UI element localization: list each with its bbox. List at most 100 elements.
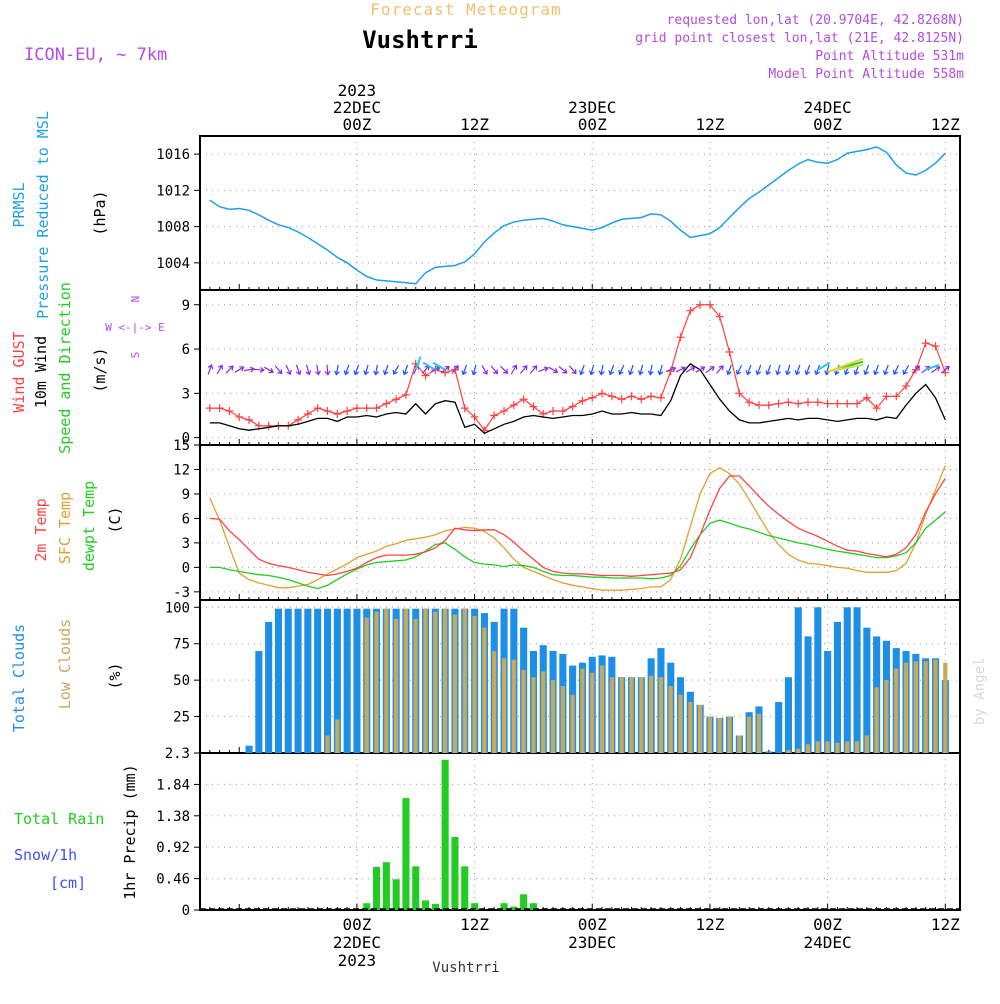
gust-marker bbox=[509, 401, 518, 410]
y-tick-label: 50 bbox=[173, 673, 190, 689]
gust-marker bbox=[676, 333, 685, 342]
total-cloud-bar bbox=[255, 651, 263, 753]
wind-direction-arrow bbox=[315, 364, 321, 376]
wind-direction-arrow bbox=[402, 364, 409, 376]
gust-marker bbox=[323, 407, 332, 416]
top-time-label: 12Z bbox=[695, 115, 724, 134]
total-rain-label: Total Rain bbox=[14, 810, 104, 828]
panel-pressure: 1004 1008 1012 1016 bbox=[156, 135, 961, 291]
low-cloud-bar bbox=[403, 608, 408, 753]
y-tick-label: 75 bbox=[173, 637, 190, 653]
gust-marker bbox=[656, 393, 665, 402]
low-cloud-bar bbox=[737, 735, 742, 753]
low-cloud-bar bbox=[884, 680, 889, 753]
low-cloud-bar bbox=[707, 716, 712, 753]
snow-unit: [cm] bbox=[50, 874, 86, 892]
gust-marker bbox=[352, 404, 361, 413]
wind-direction-arrow bbox=[490, 365, 499, 375]
bottom-time-label: 2023 bbox=[338, 951, 377, 970]
low-cloud-bar bbox=[541, 671, 546, 753]
total-cloud-bar bbox=[294, 608, 302, 753]
y-tick-label: 0 bbox=[182, 431, 190, 447]
rain-bar bbox=[510, 906, 518, 910]
low-cloud-bar bbox=[364, 617, 369, 753]
wind-direction-arrow bbox=[234, 366, 245, 373]
gust-marker bbox=[343, 407, 352, 416]
requested-coords: requested lon,lat (20.9704E, 42.8268N) bbox=[667, 13, 964, 28]
gust-marker bbox=[696, 300, 705, 309]
wind-direction-arrow bbox=[243, 366, 256, 373]
wind-speed-arrow bbox=[414, 356, 422, 371]
clouds-unit: (%) bbox=[106, 662, 124, 689]
rain-bar bbox=[422, 900, 430, 910]
low-cloud-bar bbox=[913, 661, 918, 753]
panel-temperature: -3 0 3 6 9 12 15 bbox=[173, 438, 961, 601]
total-cloud-bar bbox=[775, 702, 783, 753]
wind-direction-arrow bbox=[579, 364, 585, 376]
total-cloud-bar bbox=[843, 607, 851, 753]
wind-direction-arrow bbox=[510, 364, 518, 375]
low-cloud-bar bbox=[756, 713, 761, 753]
gust-marker bbox=[627, 392, 636, 401]
y-tick-label: 9 bbox=[182, 298, 190, 314]
wind-direction-arrow bbox=[873, 364, 879, 376]
low-cloud-bar bbox=[854, 741, 860, 753]
wind-label: 10m Wind bbox=[32, 336, 50, 408]
wind-direction-arrow bbox=[657, 364, 664, 376]
total-cloud-bar bbox=[853, 607, 861, 753]
y-tick-label: 0 bbox=[182, 903, 190, 919]
direction-label: Speed and Direction bbox=[56, 282, 74, 454]
low-cloud-bar bbox=[462, 608, 467, 753]
wind-direction-arrow bbox=[285, 364, 292, 376]
snow-label: Snow/1h bbox=[14, 846, 77, 864]
rain-bar bbox=[441, 759, 449, 910]
wind-direction-arrow bbox=[558, 366, 568, 374]
wind-direction-arrow bbox=[705, 366, 715, 374]
pressure-label-short: PRMSL bbox=[10, 182, 28, 227]
y-tick-label: 0.92 bbox=[156, 840, 190, 856]
low-clouds-label: Low Clouds bbox=[56, 619, 74, 709]
gust-marker bbox=[862, 393, 871, 402]
wind-direction-arrow bbox=[274, 365, 283, 375]
y-tick-label: 6 bbox=[182, 511, 190, 527]
wind-direction-arrow bbox=[804, 364, 811, 376]
wind-direction-arrow bbox=[471, 364, 477, 376]
gust-marker bbox=[774, 399, 783, 408]
panel-frame bbox=[199, 752, 961, 911]
gust-marker bbox=[549, 407, 558, 416]
gust-marker bbox=[519, 395, 528, 404]
low-cloud-bar bbox=[678, 694, 683, 753]
gust-marker bbox=[392, 395, 401, 404]
low-cloud-bar bbox=[698, 704, 703, 753]
wind-direction-arrow bbox=[716, 365, 724, 374]
y-tick-label: 1004 bbox=[156, 256, 190, 272]
wind-direction-arrow bbox=[911, 365, 921, 374]
low-cloud-bar bbox=[580, 668, 585, 753]
wind-direction-arrow bbox=[685, 366, 696, 373]
compass-south: S bbox=[129, 352, 142, 359]
gust-line bbox=[209, 304, 946, 432]
gust-marker bbox=[362, 404, 371, 413]
bottom-time-label: 00Z bbox=[578, 915, 607, 934]
y-tick-label: 6 bbox=[182, 342, 190, 358]
gust-marker bbox=[617, 395, 626, 404]
low-cloud-bar bbox=[874, 687, 879, 753]
low-cloud-bar bbox=[717, 718, 722, 753]
wind-direction-arrow bbox=[892, 364, 899, 376]
wind-direction-arrow bbox=[207, 364, 214, 375]
gust-marker bbox=[500, 407, 508, 416]
gust-marker bbox=[833, 399, 842, 408]
gust-marker bbox=[303, 410, 312, 418]
low-cloud-bar bbox=[619, 677, 624, 753]
rain-bar bbox=[412, 866, 420, 910]
gust-marker bbox=[754, 401, 763, 410]
wind-direction-arrow bbox=[324, 364, 331, 376]
low-cloud-bar bbox=[845, 741, 850, 753]
panel-precip: 0 0.46 0.92 1.38 1.84 2.3 bbox=[156, 746, 961, 919]
product-title: Forecast Meteogram bbox=[370, 0, 561, 19]
wind-direction-arrow bbox=[264, 366, 274, 374]
wind-direction-arrow bbox=[225, 365, 234, 374]
gust-marker bbox=[813, 398, 822, 407]
footer-location: Vushtrri bbox=[432, 960, 499, 976]
low-cloud-bar bbox=[521, 669, 526, 753]
